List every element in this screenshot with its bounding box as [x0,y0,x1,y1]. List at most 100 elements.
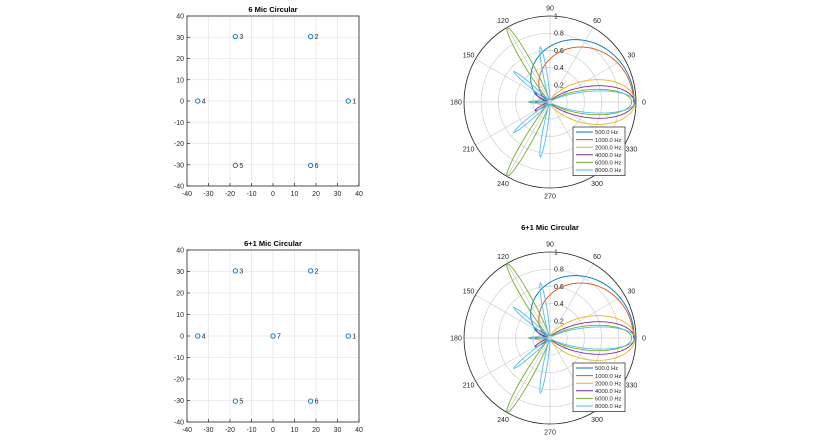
legend-label: 4000.0 Hz [595,153,622,159]
theta-tick-label: 150 [463,53,475,60]
y-tick-label: 10 [176,77,184,84]
r-tick-label: 0.4 [554,301,564,308]
scatter-plot-2: -40 -30 -20 -10 0 10 20 30 40 -40 -30 -20 -10 0 10 20 30… [174,239,363,434]
theta-tick-label: 60 [593,18,601,25]
mic-label-5: 5 [239,163,243,170]
polar-grid-spoke [549,263,594,339]
mic-label-4: 4 [202,99,206,106]
y-tick-label: -30 [174,398,184,405]
r-tick-label: 1 [554,250,558,257]
polar-grid-spoke [475,101,551,146]
polar-outer-ring [463,251,637,425]
mic-point-7 [270,333,276,339]
legend-label: 2000.0 Hz [595,381,622,387]
polar-grid-spoke [506,263,551,339]
legend-label: 2000.0 Hz [595,145,622,151]
mic-label-1: 1 [352,334,356,341]
scatter-plot-0: -40 -30 -20 -10 0 10 20 30 40 -40 -30 -20 -10 0 10 20 30… [174,5,363,198]
x-tick-label: 0 [271,427,275,434]
theta-tick-label: 270 [544,194,556,201]
x-tick-label: -40 [182,427,192,434]
x-tick-label: -20 [225,191,235,198]
mic-point-6 [307,162,314,169]
theta-tick-label: 270 [544,430,556,437]
r-tick-label: 0.8 [554,31,564,38]
y-tick-label: -20 [174,141,184,148]
legend-label: 500.0 Hz [595,130,618,136]
theta-tick-label: 180 [450,100,462,107]
theta-tick-label: 240 [497,417,509,424]
y-tick-label: -20 [174,377,184,384]
x-tick-label: 10 [291,427,299,434]
x-tick-label: 20 [312,427,320,434]
y-tick-label: -10 [174,120,184,127]
x-tick-label: -10 [246,191,256,198]
r-tick-label: 0.2 [554,318,564,325]
series-line-1000-0-Hz [538,46,634,103]
mic-point-4 [195,98,201,104]
y-tick-label: 40 [176,14,184,21]
theta-tick-label: 150 [463,289,475,296]
r-tick-label: 0.6 [554,284,564,291]
mic-label-5: 5 [239,399,243,406]
x-tick-label: 10 [291,191,299,198]
legend-label: 8000.0 Hz [595,404,622,410]
r-tick-label: 0.8 [554,267,564,274]
mic-point-5 [232,162,239,169]
mic-label-3: 3 [239,268,243,275]
polar-grid-spoke [506,337,551,413]
series-line-2000-0-Hz [536,315,636,361]
y-tick-label: -40 [174,420,184,427]
mic-label-6: 6 [315,163,319,170]
r-tick-label: 0.2 [554,82,564,89]
mic-point-1 [345,98,351,104]
theta-tick-label: 330 [626,147,638,154]
theta-tick-label: 0 [642,336,646,343]
x-tick-label: 40 [355,191,363,198]
mic-point-3 [232,33,239,40]
legend-box [572,362,626,412]
mic-label-1: 1 [352,99,356,106]
legend-label: 1000.0 Hz [595,374,622,380]
theta-tick-label: 120 [497,18,509,25]
legend-label: 6000.0 Hz [595,397,622,403]
polar-grid-spoke [475,58,551,103]
mic-label-7: 7 [277,334,281,341]
theta-tick-label: 90 [546,242,554,249]
y-tick-label: 30 [176,35,184,42]
x-tick-label: -30 [203,427,213,434]
polar-plot-3: 0 30 60 90 120 150 180 210 240 270 300 330 0.2 0.4 0.6… [450,223,646,437]
x-tick-label: 20 [312,191,320,198]
theta-tick-label: 90 [546,6,554,13]
y-tick-label: 0 [180,334,184,341]
polar-grid-spoke [506,101,551,177]
polar-grid-spoke [475,337,551,382]
y-tick-label: 30 [176,269,184,276]
y-tick-label: 20 [176,56,184,63]
legend-label: 500.0 Hz [595,366,618,372]
x-tick-label: 0 [271,191,275,198]
mic-point-4 [195,333,201,339]
mic-point-1 [345,333,351,339]
x-tick-label: 30 [334,191,342,198]
legend-label: 1000.0 Hz [595,138,622,144]
legend-label: 4000.0 Hz [595,389,622,395]
x-tick-label: -40 [182,191,192,198]
polar-outer-ring [463,15,637,189]
polar-grid-spoke [549,27,594,103]
mic-label-2: 2 [315,34,319,41]
theta-tick-label: 300 [591,417,603,424]
mic-label-2: 2 [315,268,319,275]
chart-title: 6 Mic Circular [248,5,297,14]
x-tick-label: -30 [203,191,213,198]
r-tick-label: 0.4 [554,65,564,72]
series-line-8000-0-Hz [512,45,636,159]
chart-title: 6+1 Mic Circular [521,223,579,232]
series-line-1000-0-Hz [538,282,634,339]
x-tick-label: -20 [225,427,235,434]
polar-plot-1: 0 30 60 90 120 150 180 210 240 270 300 330 0.2 0.4 0.6… [450,6,646,201]
theta-tick-label: 330 [626,383,638,390]
theta-tick-label: 120 [497,254,509,261]
y-tick-label: 20 [176,291,184,298]
